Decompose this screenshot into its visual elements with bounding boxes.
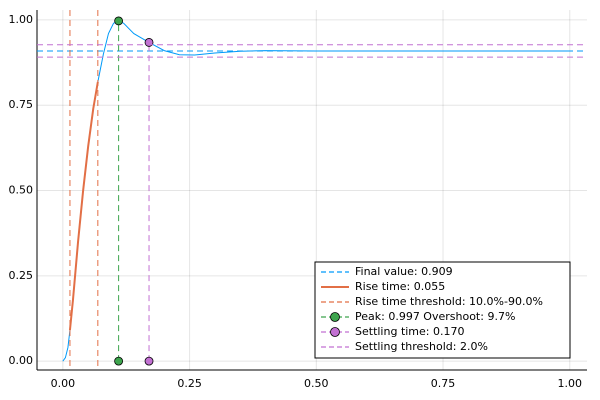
legend-label: Settling time: 0.170 <box>355 325 464 338</box>
y-tick-label: 0.75 <box>9 98 34 111</box>
legend-label: Peak: 0.997 Overshoot: 9.7% <box>355 310 515 323</box>
y-tick-label: 0.00 <box>9 354 34 367</box>
legend-label: Settling threshold: 2.0% <box>355 340 488 353</box>
x-tick-label: 1.00 <box>558 377 583 390</box>
marker <box>114 16 124 26</box>
x-tick-label: 0.75 <box>431 377 456 390</box>
legend-label: Final value: 0.909 <box>355 265 453 278</box>
legend-marker <box>330 312 340 322</box>
legend-marker <box>330 327 340 337</box>
x-tick-label: 0.50 <box>304 377 329 390</box>
legend-label: Rise time: 0.055 <box>355 280 445 293</box>
x-tick-label: 0.25 <box>177 377 202 390</box>
x-tick-label: 0.00 <box>51 377 76 390</box>
legend-label: Rise time threshold: 10.0%-90.0% <box>355 295 543 308</box>
marker <box>144 356 154 366</box>
legend-box <box>314 261 571 359</box>
series-line <box>68 81 99 331</box>
marker <box>114 356 124 366</box>
y-tick-label: 0.25 <box>9 269 34 282</box>
y-tick-label: 1.00 <box>9 13 34 26</box>
y-tick-label: 0.50 <box>9 184 34 197</box>
